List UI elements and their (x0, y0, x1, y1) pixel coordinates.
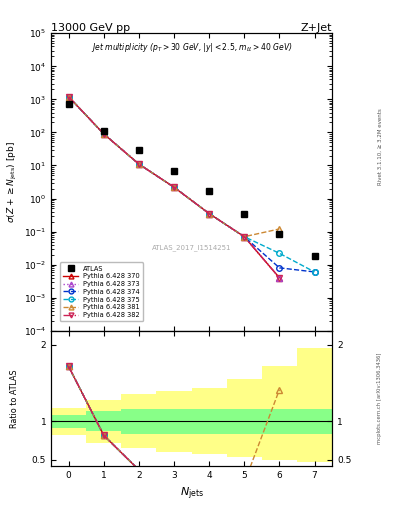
Text: ATLAS_2017_I1514251: ATLAS_2017_I1514251 (152, 244, 231, 251)
Pythia 6.428 373 (101, 131, 106, 137)
Pythia 6.428 381 (242, 233, 247, 240)
Pythia 6.428 370 (101, 131, 106, 137)
Pythia 6.428 382 (207, 210, 211, 217)
Legend: ATLAS, Pythia 6.428 370, Pythia 6.428 373, Pythia 6.428 374, Pythia 6.428 375, P: ATLAS, Pythia 6.428 370, Pythia 6.428 37… (60, 262, 143, 322)
X-axis label: $N_\mathrm{jets}$: $N_\mathrm{jets}$ (180, 485, 204, 502)
Pythia 6.428 375 (172, 184, 176, 190)
Pythia 6.428 375 (277, 250, 282, 257)
Text: Rivet 3.1.10, ≥ 3.2M events: Rivet 3.1.10, ≥ 3.2M events (377, 108, 382, 185)
Pythia 6.428 373 (136, 161, 141, 167)
Line: Pythia 6.428 375: Pythia 6.428 375 (66, 94, 317, 275)
Line: Pythia 6.428 381: Pythia 6.428 381 (66, 94, 282, 240)
Line: ATLAS: ATLAS (66, 101, 318, 259)
Text: Jet multiplicity ($p_T > 30$ GeV, $|y| < 2.5$, $m_{\ell\ell} > 40$ GeV): Jet multiplicity ($p_T > 30$ GeV, $|y| <… (91, 41, 292, 54)
Pythia 6.428 381 (277, 226, 282, 232)
Line: Pythia 6.428 374: Pythia 6.428 374 (66, 94, 317, 275)
Pythia 6.428 382 (66, 94, 71, 100)
Pythia 6.428 375 (136, 161, 141, 167)
Y-axis label: $\sigma(Z + \geq N_\mathrm{jets})$ [pb]: $\sigma(Z + \geq N_\mathrm{jets})$ [pb] (6, 141, 19, 223)
Pythia 6.428 375 (101, 131, 106, 137)
Pythia 6.428 373 (277, 275, 282, 281)
ATLAS (312, 253, 317, 259)
Pythia 6.428 374 (242, 233, 247, 240)
Pythia 6.428 381 (172, 184, 176, 190)
ATLAS (242, 210, 247, 217)
Pythia 6.428 375 (207, 210, 211, 217)
Pythia 6.428 374 (172, 184, 176, 190)
Pythia 6.428 374 (136, 161, 141, 167)
Pythia 6.428 382 (101, 131, 106, 137)
Pythia 6.428 374 (312, 269, 317, 275)
Text: Z+Jet: Z+Jet (301, 23, 332, 32)
Pythia 6.428 374 (66, 94, 71, 100)
Text: mcplots.cern.ch [arXiv:1306.3436]: mcplots.cern.ch [arXiv:1306.3436] (377, 353, 382, 444)
Pythia 6.428 373 (242, 233, 247, 240)
Pythia 6.428 370 (242, 233, 247, 240)
ATLAS (136, 146, 141, 153)
Pythia 6.428 382 (136, 161, 141, 167)
Pythia 6.428 382 (242, 233, 247, 240)
Y-axis label: Ratio to ATLAS: Ratio to ATLAS (10, 369, 19, 428)
Pythia 6.428 374 (101, 131, 106, 137)
Pythia 6.428 370 (277, 275, 282, 281)
Pythia 6.428 381 (207, 210, 211, 217)
Pythia 6.428 374 (277, 265, 282, 271)
Pythia 6.428 370 (136, 161, 141, 167)
Line: Pythia 6.428 370: Pythia 6.428 370 (66, 94, 282, 281)
Pythia 6.428 374 (207, 210, 211, 217)
Pythia 6.428 370 (207, 210, 211, 217)
ATLAS (66, 101, 71, 108)
Line: Pythia 6.428 382: Pythia 6.428 382 (66, 94, 282, 281)
Pythia 6.428 375 (312, 269, 317, 275)
ATLAS (277, 231, 282, 237)
Pythia 6.428 381 (136, 161, 141, 167)
Pythia 6.428 381 (101, 131, 106, 137)
Pythia 6.428 382 (277, 275, 282, 281)
Line: Pythia 6.428 373: Pythia 6.428 373 (66, 94, 282, 281)
Pythia 6.428 375 (66, 94, 71, 100)
ATLAS (207, 188, 211, 194)
Pythia 6.428 373 (172, 184, 176, 190)
Pythia 6.428 370 (66, 94, 71, 100)
ATLAS (101, 128, 106, 134)
Text: 13000 GeV pp: 13000 GeV pp (51, 23, 130, 32)
Pythia 6.428 370 (172, 184, 176, 190)
Pythia 6.428 373 (66, 94, 71, 100)
Pythia 6.428 373 (207, 210, 211, 217)
Pythia 6.428 382 (172, 184, 176, 190)
Pythia 6.428 375 (242, 233, 247, 240)
Pythia 6.428 381 (66, 94, 71, 100)
ATLAS (172, 167, 176, 174)
